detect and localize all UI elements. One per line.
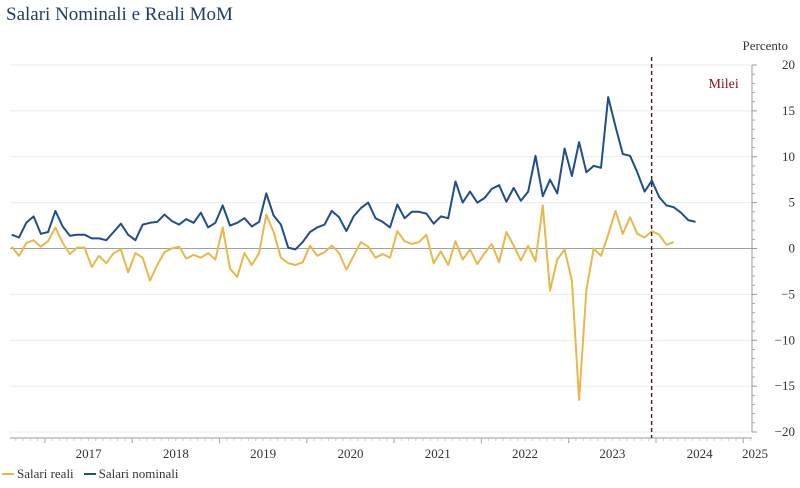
series-line-salari-nominali bbox=[11, 96, 696, 251]
y-tick-label: 0 bbox=[789, 241, 796, 256]
x-tick-label: 2019 bbox=[250, 446, 276, 461]
x-tick-label: 2021 bbox=[425, 446, 451, 461]
legend-item-reali: Salari reali bbox=[2, 466, 74, 482]
y-tick-label: −10 bbox=[775, 332, 795, 347]
y-tick-label: 10 bbox=[782, 149, 795, 164]
x-tick-label: 2017 bbox=[76, 446, 103, 461]
legend-label-nominali: Salari nominali bbox=[98, 466, 179, 481]
y-tick-label: 20 bbox=[782, 57, 795, 72]
y-tick-label: 5 bbox=[789, 195, 796, 210]
milei-annotation-label: Milei bbox=[708, 77, 738, 92]
legend-label-reali: Salari reali bbox=[17, 466, 74, 481]
legend-item-nominali: Salari nominali bbox=[83, 466, 179, 482]
x-tick-label: 2025 bbox=[742, 446, 768, 461]
y-tick-label: −5 bbox=[781, 286, 795, 301]
x-tick-label: 2020 bbox=[337, 446, 363, 461]
legend-swatch-nominali bbox=[83, 473, 96, 475]
x-tick-label: 2018 bbox=[163, 446, 189, 461]
y-tick-label: −20 bbox=[775, 424, 795, 439]
x-tick-label: 2024 bbox=[687, 446, 714, 461]
y-axis-unit-label: Percento bbox=[742, 38, 788, 53]
chart-title: Salari Nominali e Reali MoM bbox=[6, 4, 233, 25]
y-tick-label: −15 bbox=[775, 378, 795, 393]
series-line-salari-reali bbox=[10, 204, 675, 401]
y-tick-label: 15 bbox=[782, 103, 795, 118]
legend: Salari reali Salari nominali bbox=[2, 466, 188, 482]
legend-swatch-reali bbox=[2, 473, 14, 475]
x-tick-label: 2023 bbox=[599, 446, 625, 461]
x-tick-label: 2022 bbox=[512, 446, 538, 461]
